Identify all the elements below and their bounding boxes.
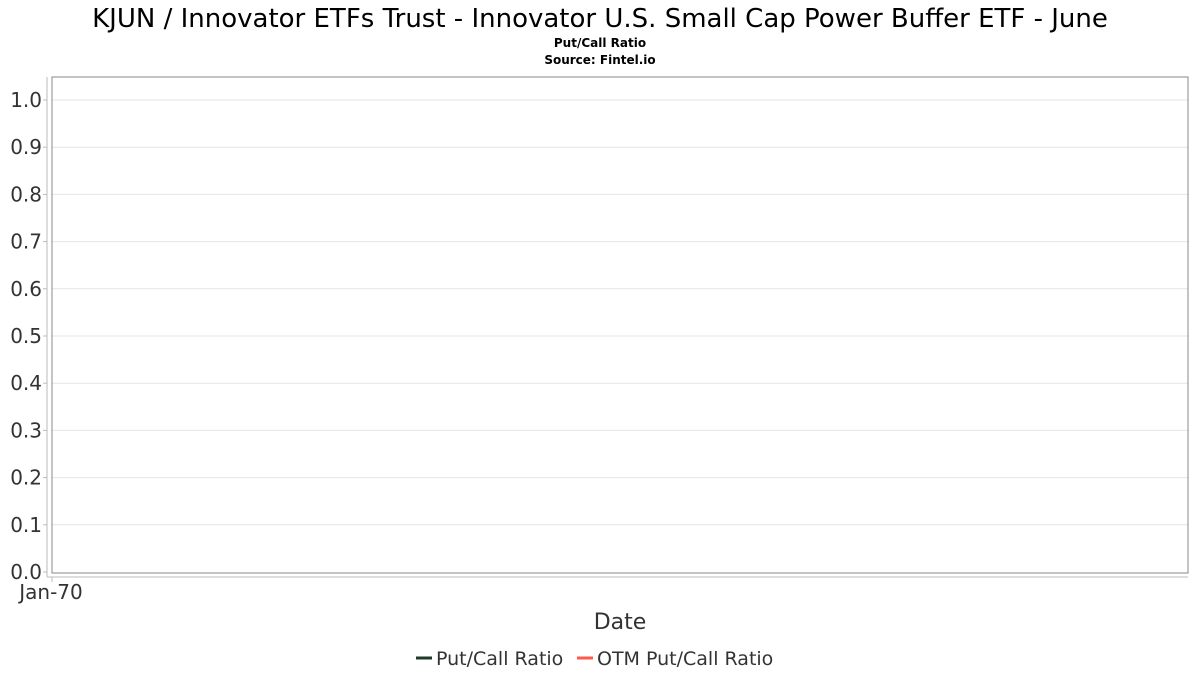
- y-tick-label: 0.3: [10, 418, 42, 442]
- y-tick-label: 0.4: [10, 371, 42, 395]
- y-tick-label: 0.9: [10, 135, 42, 159]
- y-tick-label: 0.5: [10, 324, 42, 348]
- y-tick-labels: 0.0 0.1 0.2 0.3 0.4 0.5 0.6 0.7 0.8 0.9 1.0: [10, 88, 47, 584]
- y-tick-label: 0.1: [10, 513, 42, 537]
- chart-subtitle: Put/Call Ratio: [554, 36, 646, 50]
- y-tick-label: 0.2: [10, 466, 42, 490]
- x-axis-title: Date: [594, 610, 647, 635]
- grid-lines: [52, 99, 1188, 526]
- x-tick-label: Jan-70: [17, 580, 83, 604]
- chart-source: Source: Fintel.io: [544, 53, 655, 67]
- y-tick-label: 0.7: [10, 230, 42, 254]
- y-tick-label: 0.0: [10, 560, 42, 584]
- plot-area: [51, 76, 1189, 574]
- legend-label-put-call: Put/Call Ratio: [436, 648, 563, 670]
- y-tick-label: 0.6: [10, 277, 42, 301]
- chart-title: KJUN / Innovator ETFs Trust - Innovator …: [92, 4, 1108, 34]
- legend-label-otm-put-call: OTM Put/Call Ratio: [597, 648, 773, 670]
- legend: Put/Call Ratio OTM Put/Call Ratio: [416, 648, 773, 670]
- y-tick-label: 0.8: [10, 182, 42, 206]
- y-tick-label: 1.0: [10, 88, 42, 112]
